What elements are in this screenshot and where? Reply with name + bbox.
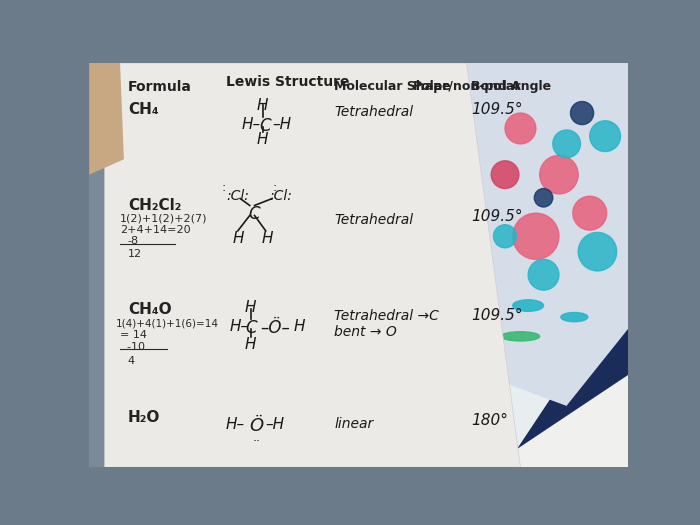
Text: Polar/non-polar: Polar/non-polar: [412, 80, 521, 93]
Text: H: H: [244, 337, 256, 352]
Circle shape: [528, 259, 559, 290]
Text: 4: 4: [128, 355, 135, 365]
Circle shape: [494, 225, 517, 248]
Text: C: C: [259, 117, 271, 135]
Text: -10: -10: [120, 342, 145, 352]
Text: 2+4+14=20: 2+4+14=20: [120, 225, 190, 235]
Text: H: H: [262, 231, 273, 246]
Text: :: :: [272, 181, 276, 194]
Polygon shape: [505, 282, 629, 467]
Text: 1(4)+4(1)+1(6)=14: 1(4)+4(1)+1(6)=14: [116, 319, 219, 329]
Text: C: C: [246, 319, 258, 338]
Text: H: H: [294, 319, 305, 334]
Circle shape: [512, 213, 559, 259]
Text: Ö: Ö: [250, 417, 264, 435]
Circle shape: [570, 101, 594, 124]
Text: CH₄: CH₄: [128, 101, 158, 117]
Text: Formula: Formula: [128, 80, 192, 94]
Circle shape: [505, 113, 536, 144]
Text: Molecular Shape: Molecular Shape: [335, 80, 451, 93]
Text: -8: -8: [128, 236, 139, 246]
Text: –Ö–: –Ö–: [260, 319, 290, 338]
Circle shape: [553, 130, 580, 157]
Text: –H: –H: [272, 117, 291, 132]
Text: 180°: 180°: [471, 413, 508, 428]
Text: 109.5°: 109.5°: [471, 308, 522, 323]
Text: H: H: [232, 231, 244, 246]
Text: H–: H–: [230, 319, 249, 334]
Ellipse shape: [561, 312, 588, 322]
Text: Tetrahedral →C: Tetrahedral →C: [335, 309, 440, 323]
Text: H–: H–: [241, 117, 261, 132]
Circle shape: [491, 161, 519, 188]
Text: –H: –H: [266, 417, 285, 432]
Text: H: H: [256, 98, 267, 113]
Text: 1(2)+1(2)+2(7): 1(2)+1(2)+2(7): [120, 213, 208, 223]
Text: CH₄O: CH₄O: [128, 302, 172, 317]
Text: ..: ..: [252, 431, 260, 444]
Text: H: H: [244, 300, 256, 315]
Text: = 14: = 14: [120, 330, 147, 340]
Text: H: H: [256, 132, 267, 148]
Ellipse shape: [501, 332, 540, 341]
Circle shape: [573, 196, 607, 230]
Ellipse shape: [513, 300, 544, 311]
Text: linear: linear: [335, 417, 374, 431]
Text: H₂O: H₂O: [128, 410, 160, 425]
Text: Tetrahedral: Tetrahedral: [335, 213, 414, 227]
Text: 109.5°: 109.5°: [471, 101, 522, 117]
Text: CH₂Cl₂: CH₂Cl₂: [128, 198, 181, 213]
Polygon shape: [105, 63, 521, 467]
Text: 12: 12: [128, 249, 142, 259]
Text: 109.5°: 109.5°: [471, 209, 522, 224]
Text: :Cl:: :Cl:: [226, 188, 248, 203]
Circle shape: [589, 121, 620, 152]
Text: Tetrahedral: Tetrahedral: [335, 106, 414, 119]
Text: Bond Angle: Bond Angle: [471, 80, 551, 93]
Polygon shape: [420, 63, 629, 467]
Polygon shape: [567, 329, 629, 467]
Text: C: C: [248, 205, 260, 224]
Polygon shape: [90, 63, 629, 467]
Circle shape: [540, 155, 578, 194]
Text: Lewis Structure: Lewis Structure: [226, 75, 349, 89]
Circle shape: [578, 233, 617, 271]
Polygon shape: [420, 63, 629, 429]
Polygon shape: [90, 63, 124, 175]
Text: :: :: [222, 181, 226, 194]
Polygon shape: [466, 375, 629, 467]
Text: :Cl:: :Cl:: [270, 188, 293, 203]
Circle shape: [534, 188, 553, 207]
Text: H–: H–: [226, 417, 245, 432]
Text: bent → O: bent → O: [335, 325, 397, 339]
